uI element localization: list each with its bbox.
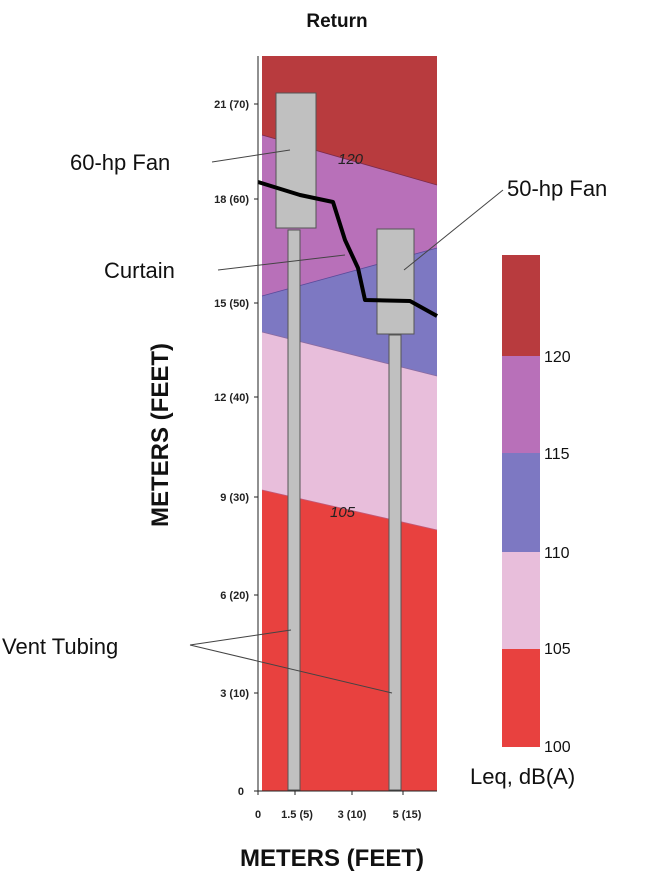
- y-axis-title: METERS (FEET): [147, 343, 174, 527]
- y-tick-label: 6 (20): [220, 590, 249, 602]
- legend-tick-label: 100: [544, 739, 571, 756]
- legend-title: Leq, dB(A): [470, 764, 575, 789]
- vent-tubing-right: [388, 334, 402, 791]
- y-tick-label: 15 (50): [214, 298, 249, 310]
- label-60hp-fan: 60-hp Fan: [70, 150, 170, 175]
- diagram-title: Return: [306, 11, 367, 32]
- curtain-line: [257, 180, 438, 318]
- leader-50hp-fan: [403, 189, 504, 271]
- fan-60hp-box: [275, 92, 317, 229]
- x-tick-label: 5 (15): [393, 809, 422, 821]
- legend-tick-label: 110: [544, 545, 570, 562]
- contour-label-105: 105: [330, 504, 356, 521]
- legend-swatch-120-plus: [502, 255, 540, 356]
- x-axis-title: METERS (FEET): [240, 845, 424, 872]
- x-tick-label: 1.5 (5): [281, 809, 313, 821]
- contour-label-120: 120: [338, 151, 364, 168]
- leader-60hp-fan: [211, 149, 291, 163]
- y-tick-label: 12 (40): [214, 392, 249, 404]
- leader-curtain: [217, 254, 346, 271]
- legend-swatch-105-110: [502, 552, 540, 649]
- label-50hp-fan: 50-hp Fan: [507, 176, 607, 201]
- y-tick-marks: [254, 103, 258, 792]
- x-tick-marks: [257, 791, 404, 795]
- label-curtain: Curtain: [104, 258, 175, 283]
- y-tick-label: 18 (60): [214, 194, 249, 206]
- legend-swatch-110-115: [502, 453, 540, 552]
- legend-swatch-115-120: [502, 356, 540, 453]
- y-tick-label: 21 (70): [214, 99, 249, 111]
- y-tick-label: 3 (10): [220, 688, 249, 700]
- x-tick-label: 0: [255, 809, 261, 821]
- band-120-plus: [262, 56, 437, 185]
- y-tick-label: 0: [238, 786, 244, 798]
- y-tick-label: 9 (30): [220, 492, 249, 504]
- legend-tick-label: 105: [544, 641, 571, 658]
- legend-tick-label: 120: [544, 349, 571, 366]
- vent-tubing-left: [287, 229, 301, 791]
- legend-tick-label: 115: [544, 446, 570, 463]
- legend-colorbar: [502, 255, 540, 747]
- callout-leaders: [189, 149, 504, 694]
- x-tick-label: 3 (10): [338, 809, 367, 821]
- legend-swatch-100-105: [502, 649, 540, 747]
- leader-tubing-left: [189, 629, 292, 646]
- fan-50hp-box: [376, 228, 415, 335]
- leader-tubing-right: [189, 644, 393, 694]
- label-vent-tubing: Vent Tubing: [2, 634, 118, 659]
